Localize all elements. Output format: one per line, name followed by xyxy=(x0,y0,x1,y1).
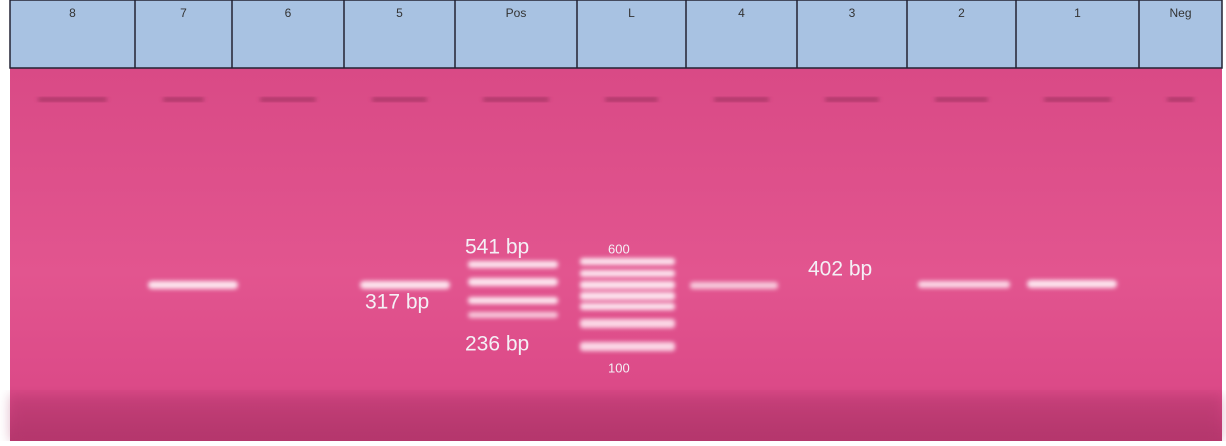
ladder-label: 600 xyxy=(608,241,630,256)
gel-image: 8 7 6 5 Pos L 4 3 2 1 Neg 541 bp 317 bp 236 bp 402… xyxy=(0,0,1226,441)
band-label: 236 bp xyxy=(465,333,529,356)
lane-label: 4 xyxy=(738,6,745,20)
band-label: 317 bp xyxy=(365,291,429,314)
lane-label: 2 xyxy=(958,6,965,20)
lane-label: 3 xyxy=(849,6,856,20)
well xyxy=(38,97,107,102)
lane-label: Pos xyxy=(506,6,527,20)
lane-label: 1 xyxy=(1074,6,1081,20)
well xyxy=(1044,97,1111,102)
well xyxy=(935,97,988,102)
well xyxy=(605,97,658,102)
lane-label: 8 xyxy=(69,6,76,20)
well xyxy=(483,97,549,102)
lane-label: L xyxy=(628,6,635,20)
band-label: 402 bp xyxy=(808,258,872,281)
lane-label: 5 xyxy=(396,6,403,20)
well xyxy=(1167,97,1194,102)
well xyxy=(372,97,427,102)
lane-label: Neg xyxy=(1169,6,1191,20)
well xyxy=(825,97,879,102)
well xyxy=(714,97,769,102)
well xyxy=(260,97,316,102)
well xyxy=(163,97,204,102)
ladder-label: 100 xyxy=(608,360,630,375)
lane-label: 7 xyxy=(180,6,187,20)
lane-label: 6 xyxy=(285,6,292,20)
lane-header xyxy=(10,0,1222,68)
band-label: 541 bp xyxy=(465,236,529,259)
gel-shadow xyxy=(10,395,1222,441)
